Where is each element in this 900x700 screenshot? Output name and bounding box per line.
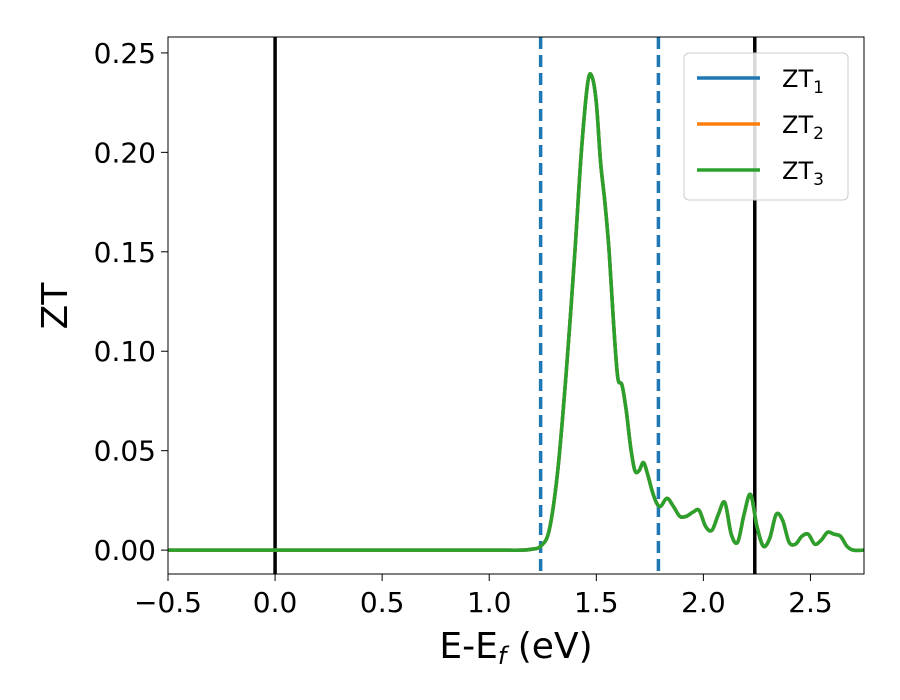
legend-label-3: ZT3: [782, 157, 824, 190]
y-tick-label: 0.05: [94, 435, 156, 468]
x-tick-label: 0.0: [253, 586, 298, 619]
series-line-3: [168, 72, 864, 553]
x-tick-label: −0.5: [134, 586, 202, 619]
legend-label-2: ZT2: [782, 111, 824, 144]
x-tick-label: 1.0: [467, 586, 512, 619]
x-tick-label: 1.5: [574, 586, 619, 619]
y-tick-label: 0.25: [94, 37, 156, 70]
legend-box: [683, 52, 849, 201]
y-axis-label: ZT: [35, 282, 76, 330]
x-tick-label: 0.5: [360, 586, 405, 619]
legend: ZT1 ZT2 ZT3: [683, 52, 849, 201]
y-axis: 0.00 0.05 0.10 0.15 0.20 0.25: [94, 37, 168, 567]
y-tick-label: 0.15: [94, 236, 156, 269]
x-axis: −0.5 0.0 0.5 1.0 1.5 2.0 2.5: [134, 574, 833, 619]
legend-label-1: ZT1: [782, 65, 824, 98]
y-tick-label: 0.20: [94, 136, 156, 169]
x-tick-label: 2.0: [681, 586, 726, 619]
series-layer: [168, 72, 864, 553]
x-tick-label: 2.5: [788, 586, 833, 619]
x-axis-label: E-Ef (eV): [439, 626, 592, 670]
y-tick-label: 0.00: [94, 534, 156, 567]
plot-frame: [167, 36, 865, 575]
y-tick-label: 0.10: [94, 335, 156, 368]
